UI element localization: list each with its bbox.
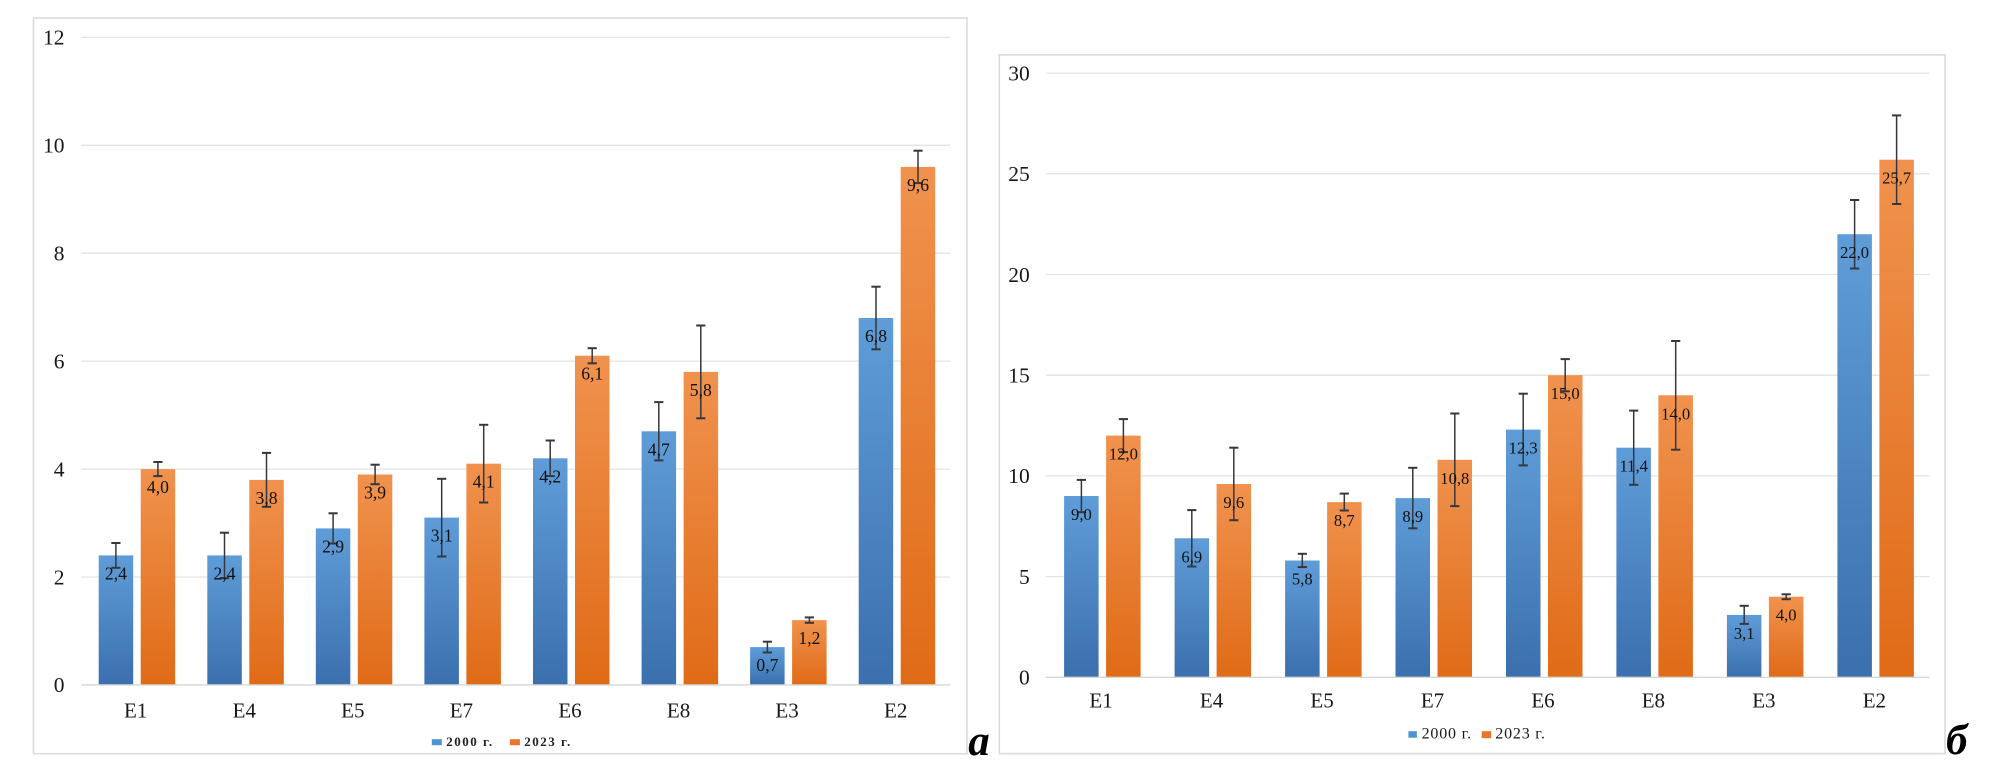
svg-text:4: 4 xyxy=(54,457,65,481)
svg-text:4,7: 4,7 xyxy=(648,439,670,459)
svg-text:Е6: Е6 xyxy=(1531,689,1554,713)
svg-text:8: 8 xyxy=(54,242,65,266)
svg-text:2,4: 2,4 xyxy=(105,563,127,583)
svg-text:Е2: Е2 xyxy=(1863,689,1886,713)
svg-text:11,4: 11,4 xyxy=(1619,457,1648,476)
svg-text:6,1: 6,1 xyxy=(581,364,603,384)
svg-text:15: 15 xyxy=(1008,364,1030,388)
svg-text:Е6: Е6 xyxy=(558,699,581,723)
svg-text:Е8: Е8 xyxy=(1642,689,1665,713)
svg-text:1,2: 1,2 xyxy=(798,628,820,648)
svg-text:20: 20 xyxy=(1008,263,1030,287)
svg-text:5: 5 xyxy=(1019,565,1030,589)
svg-text:9,0: 9,0 xyxy=(1071,505,1092,524)
svg-text:2000 г.: 2000 г. xyxy=(446,734,493,749)
svg-text:8,7: 8,7 xyxy=(1334,511,1355,530)
svg-text:2023 г.: 2023 г. xyxy=(524,734,571,749)
svg-text:30: 30 xyxy=(1008,61,1030,85)
svg-text:0: 0 xyxy=(1019,666,1030,690)
svg-text:0,7: 0,7 xyxy=(756,655,778,675)
svg-text:5,8: 5,8 xyxy=(1292,570,1313,589)
svg-text:2,9: 2,9 xyxy=(322,536,344,556)
svg-text:3,8: 3,8 xyxy=(256,488,278,508)
svg-text:Е3: Е3 xyxy=(1752,689,1775,713)
svg-text:4,0: 4,0 xyxy=(147,477,169,497)
svg-text:Е5: Е5 xyxy=(1310,689,1333,713)
svg-text:6,9: 6,9 xyxy=(1181,547,1202,566)
svg-text:15,0: 15,0 xyxy=(1551,384,1580,403)
svg-text:б: б xyxy=(1946,717,1969,764)
svg-text:6,8: 6,8 xyxy=(865,326,887,346)
svg-text:5,8: 5,8 xyxy=(690,380,712,400)
svg-text:Е4: Е4 xyxy=(233,699,257,723)
svg-text:10: 10 xyxy=(43,134,65,158)
svg-text:4,2: 4,2 xyxy=(539,466,561,486)
svg-text:Е4: Е4 xyxy=(1200,689,1224,713)
svg-text:10: 10 xyxy=(1008,464,1030,488)
svg-text:Е2: Е2 xyxy=(884,699,907,723)
svg-text:4,0: 4,0 xyxy=(1776,606,1797,625)
svg-text:3,1: 3,1 xyxy=(1734,624,1755,643)
svg-text:14,0: 14,0 xyxy=(1661,404,1690,423)
svg-text:Е7: Е7 xyxy=(450,699,473,723)
svg-text:Е8: Е8 xyxy=(667,699,690,723)
svg-text:10,8: 10,8 xyxy=(1440,469,1469,488)
svg-text:25: 25 xyxy=(1008,162,1030,186)
svg-text:Е1: Е1 xyxy=(1089,689,1112,713)
svg-text:0: 0 xyxy=(54,673,65,697)
svg-text:а: а xyxy=(968,718,990,765)
svg-text:12,3: 12,3 xyxy=(1509,439,1538,458)
svg-text:2: 2 xyxy=(54,565,65,589)
svg-text:3,9: 3,9 xyxy=(364,483,386,503)
svg-text:22,0: 22,0 xyxy=(1840,243,1869,262)
svg-text:12,0: 12,0 xyxy=(1109,445,1138,464)
svg-text:Е5: Е5 xyxy=(341,699,364,723)
svg-text:2,4: 2,4 xyxy=(214,563,236,583)
svg-text:6: 6 xyxy=(54,349,65,373)
svg-text:Е7: Е7 xyxy=(1421,689,1444,713)
svg-text:4,1: 4,1 xyxy=(473,472,495,492)
svg-text:2000 г.: 2000 г. xyxy=(1422,726,1472,743)
svg-text:25,7: 25,7 xyxy=(1882,169,1911,188)
svg-text:12: 12 xyxy=(43,26,65,50)
svg-text:Е3: Е3 xyxy=(775,699,798,723)
svg-text:9,6: 9,6 xyxy=(1223,493,1244,512)
svg-text:Е1: Е1 xyxy=(124,699,147,723)
svg-text:3,1: 3,1 xyxy=(431,526,453,546)
svg-text:9,6: 9,6 xyxy=(907,175,929,195)
svg-text:8,9: 8,9 xyxy=(1402,507,1423,526)
svg-text:2023 г.: 2023 г. xyxy=(1495,726,1545,743)
